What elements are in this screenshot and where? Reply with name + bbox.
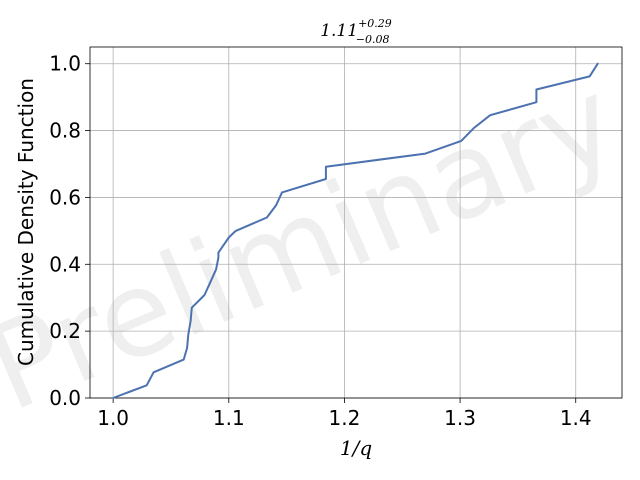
y-tick-label: 0.6 <box>49 185 81 209</box>
x-tick-label: 1.0 <box>97 406 129 430</box>
y-axis-label: Cumulative Density Function <box>14 78 38 366</box>
cdf-line <box>112 62 599 399</box>
y-tick-label: 1.0 <box>49 52 81 76</box>
y-tick-label: 0.2 <box>49 319 81 343</box>
y-tick-label: 0.8 <box>49 119 81 143</box>
series-group <box>112 62 599 399</box>
x-tick-label: 1.4 <box>560 406 592 430</box>
axis-ticks: 1.0 1.1 1.2 1.3 1.4 0.0 0.2 0.4 0.6 0.8 1.0 <box>49 52 591 430</box>
watermark-text: Preliminary <box>0 51 636 438</box>
x-tick-label: 1.1 <box>213 406 245 430</box>
y-tick-label: 0.4 <box>49 252 81 276</box>
plot-area <box>89 46 623 399</box>
title-base: 1.11 <box>320 21 358 41</box>
x-axis-label: 1/q <box>340 436 372 460</box>
chart-title: 1.11+0.29 −0.08 <box>320 17 392 46</box>
title-sub: −0.08 <box>356 33 390 46</box>
y-tick-label: 0.0 <box>49 386 81 410</box>
title-sup: +0.29 <box>358 17 392 30</box>
x-tick-label: 1.2 <box>329 406 361 430</box>
x-tick-label: 1.3 <box>444 406 476 430</box>
